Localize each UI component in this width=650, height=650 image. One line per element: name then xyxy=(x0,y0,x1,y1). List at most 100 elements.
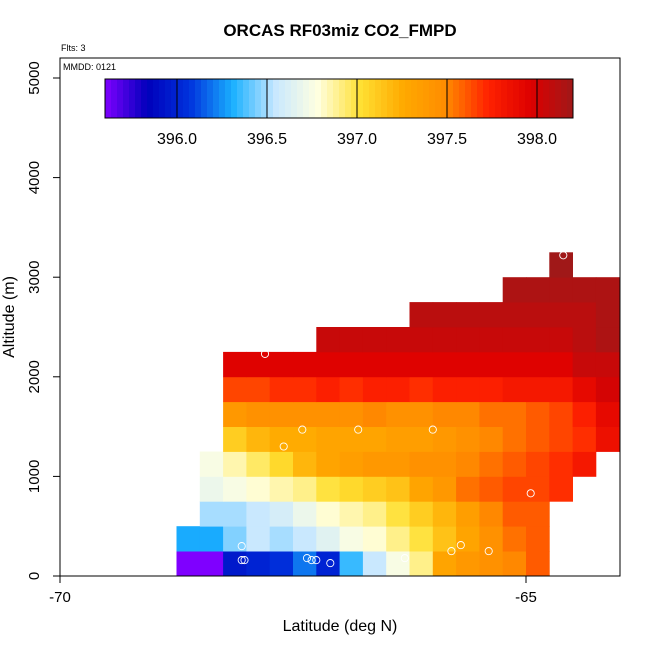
colorbar-segment xyxy=(195,79,202,118)
heatmap-cell xyxy=(456,426,480,452)
colorbar-segment xyxy=(285,79,292,118)
colorbar-segment xyxy=(171,79,178,118)
y-axis: 0 1000 2000 3000 4000 5000 xyxy=(26,61,60,580)
heatmap-cell xyxy=(339,526,364,552)
y-tick-label: 1000 xyxy=(26,460,43,493)
heatmap-cell xyxy=(246,526,271,552)
colorbar-segment xyxy=(405,79,412,118)
colorbar-tick-label: 396.0 xyxy=(157,131,197,148)
heatmap-cell xyxy=(572,376,597,403)
heatmap-cell xyxy=(293,426,317,452)
heatmap-cell xyxy=(386,501,410,527)
colorbar-segment xyxy=(297,79,304,118)
colorbar-segment xyxy=(165,79,172,118)
colorbar-segment xyxy=(561,79,568,118)
colorbar-segment xyxy=(279,79,286,118)
x-tick-label: -70 xyxy=(49,589,71,606)
sample-marker xyxy=(298,425,307,434)
heatmap-cell xyxy=(526,526,550,552)
heatmap-cell xyxy=(456,351,480,378)
heatmap-cell xyxy=(316,551,340,577)
colorbar-segment xyxy=(123,79,130,118)
heatmap-cell xyxy=(339,327,364,353)
heatmap-cell xyxy=(269,426,294,452)
heatmap-cell xyxy=(526,277,550,303)
heatmap-cell xyxy=(293,351,317,378)
colorbar-segment xyxy=(225,79,232,118)
heatmap-cell xyxy=(409,526,434,552)
colorbar-segment xyxy=(243,79,250,118)
colorbar-tick-label: 397.5 xyxy=(427,131,467,148)
heatmap-cell xyxy=(549,327,573,353)
colorbar-segment xyxy=(321,79,328,118)
heatmap-cell xyxy=(549,451,573,477)
colorbar-segment xyxy=(555,79,562,118)
colorbar-segment xyxy=(147,79,154,118)
sample-marker xyxy=(237,556,246,565)
heatmap-cell xyxy=(595,302,620,328)
heatmap-cell xyxy=(479,426,504,452)
heatmap-cell xyxy=(176,551,201,577)
colorbar-segment xyxy=(255,79,262,118)
heatmap-cell xyxy=(199,476,224,502)
colorbar-segment xyxy=(423,79,430,118)
colorbar-segment xyxy=(183,79,190,118)
y-tick-label: 4000 xyxy=(26,161,43,194)
heatmap-cell xyxy=(456,501,480,527)
heatmap-cell xyxy=(316,327,340,353)
heatmap-cell xyxy=(479,501,504,527)
heatmap-cell xyxy=(339,501,364,527)
heatmap-cell xyxy=(549,277,573,303)
heatmap-cell xyxy=(432,476,457,502)
sample-marker xyxy=(456,541,465,550)
colorbar-segment xyxy=(447,79,454,118)
heatmap-cell xyxy=(595,351,620,378)
heatmap-cell xyxy=(479,351,504,378)
colorbar-segment xyxy=(465,79,472,118)
colorbar-segment xyxy=(291,79,298,118)
heatmap-cell xyxy=(572,426,597,452)
heatmap-cell xyxy=(456,526,480,552)
heatmap-cell xyxy=(293,401,317,427)
colorbar-segment xyxy=(501,79,508,118)
colorbar-segment xyxy=(525,79,532,118)
heatmap-cell xyxy=(526,451,550,477)
colorbar-segment xyxy=(339,79,346,118)
heatmap-cell xyxy=(386,351,410,378)
heatmap-cell xyxy=(572,401,597,427)
heatmap-cell xyxy=(339,401,364,427)
colorbar-segment xyxy=(429,79,436,118)
colorbar-segment xyxy=(213,79,220,118)
sample-marker xyxy=(526,489,535,498)
colorbar-segment xyxy=(375,79,382,118)
heatmap-cell xyxy=(362,501,387,527)
heatmap-cell xyxy=(502,501,527,527)
colorbar-segment xyxy=(303,79,310,118)
heatmap-cell xyxy=(293,526,317,552)
colorbar-segment xyxy=(189,79,196,118)
colorbar-tick-label: 397.0 xyxy=(337,131,377,148)
heatmap-cell xyxy=(362,376,387,403)
heatmap-cell xyxy=(432,376,457,403)
heatmap-cell xyxy=(362,476,387,502)
heatmap-cell xyxy=(526,551,550,577)
colorbar-segment xyxy=(489,79,496,118)
x-axis-label: Latitude (deg N) xyxy=(283,618,398,635)
heatmap-cell xyxy=(549,476,573,502)
heatmap-cell xyxy=(456,327,480,353)
heatmap-cell xyxy=(223,351,247,378)
colorbar-segment xyxy=(177,79,184,118)
heatmap-cell xyxy=(316,351,340,378)
heatmap-cell xyxy=(316,426,340,452)
heatmap-cell xyxy=(246,376,271,403)
heatmap-cell xyxy=(293,451,317,477)
heatmap-cell xyxy=(409,327,434,353)
heatmap-cell xyxy=(269,526,294,552)
colorbar-segment xyxy=(231,79,238,118)
heatmap-cell xyxy=(362,526,387,552)
colorbar-segment xyxy=(483,79,490,118)
colorbar-segment xyxy=(105,79,112,118)
colorbar-segment xyxy=(513,79,520,118)
sample-marker xyxy=(400,554,409,563)
heatmap-cell xyxy=(549,302,573,328)
